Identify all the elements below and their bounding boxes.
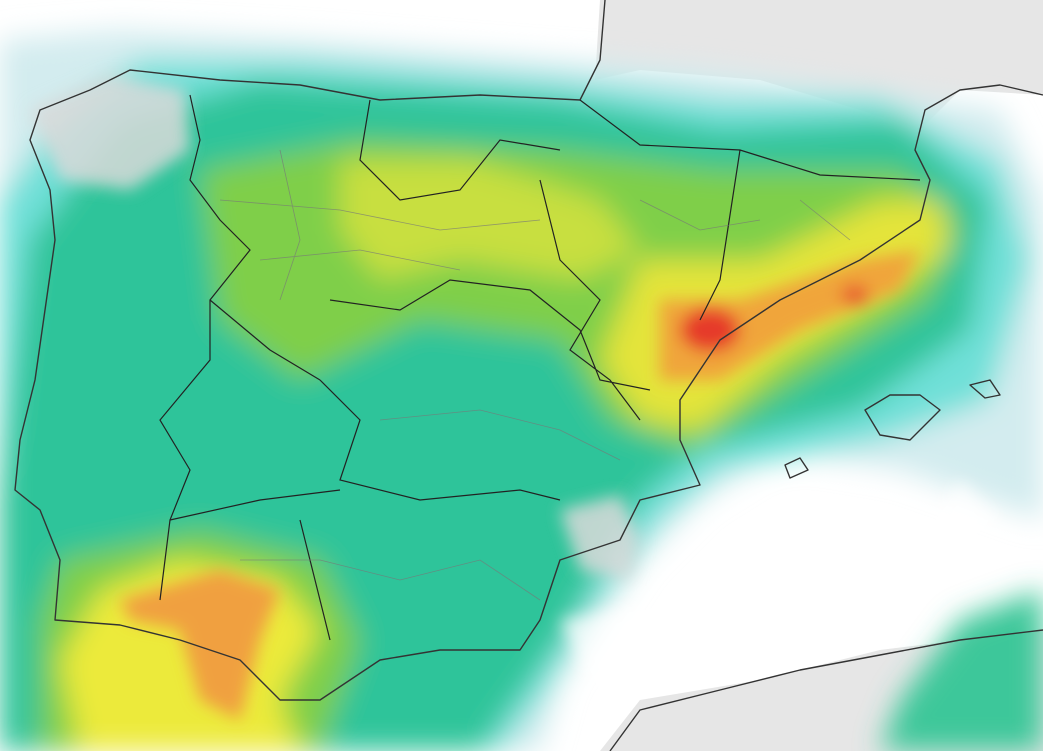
teal-rain-south [880, 590, 1043, 751]
africa-coast [609, 629, 1043, 751]
yellow-rain-north [340, 160, 640, 280]
red-rain-spot [841, 285, 869, 305]
heavy-precipitation [120, 250, 920, 720]
mallorca [864, 394, 941, 441]
dry-galicia [30, 75, 190, 190]
provincial-borders [219, 149, 851, 601]
regional-borders [169, 99, 741, 641]
dry-murcia [560, 495, 640, 580]
dry-sea [560, 480, 1000, 700]
dry-areas [30, 75, 1000, 700]
france-land [595, 0, 1043, 130]
ibiza [784, 457, 809, 479]
menorca [969, 379, 1001, 399]
coastline [14, 0, 1043, 701]
orange-rain-south [120, 570, 280, 720]
red-rain-core [680, 308, 740, 352]
